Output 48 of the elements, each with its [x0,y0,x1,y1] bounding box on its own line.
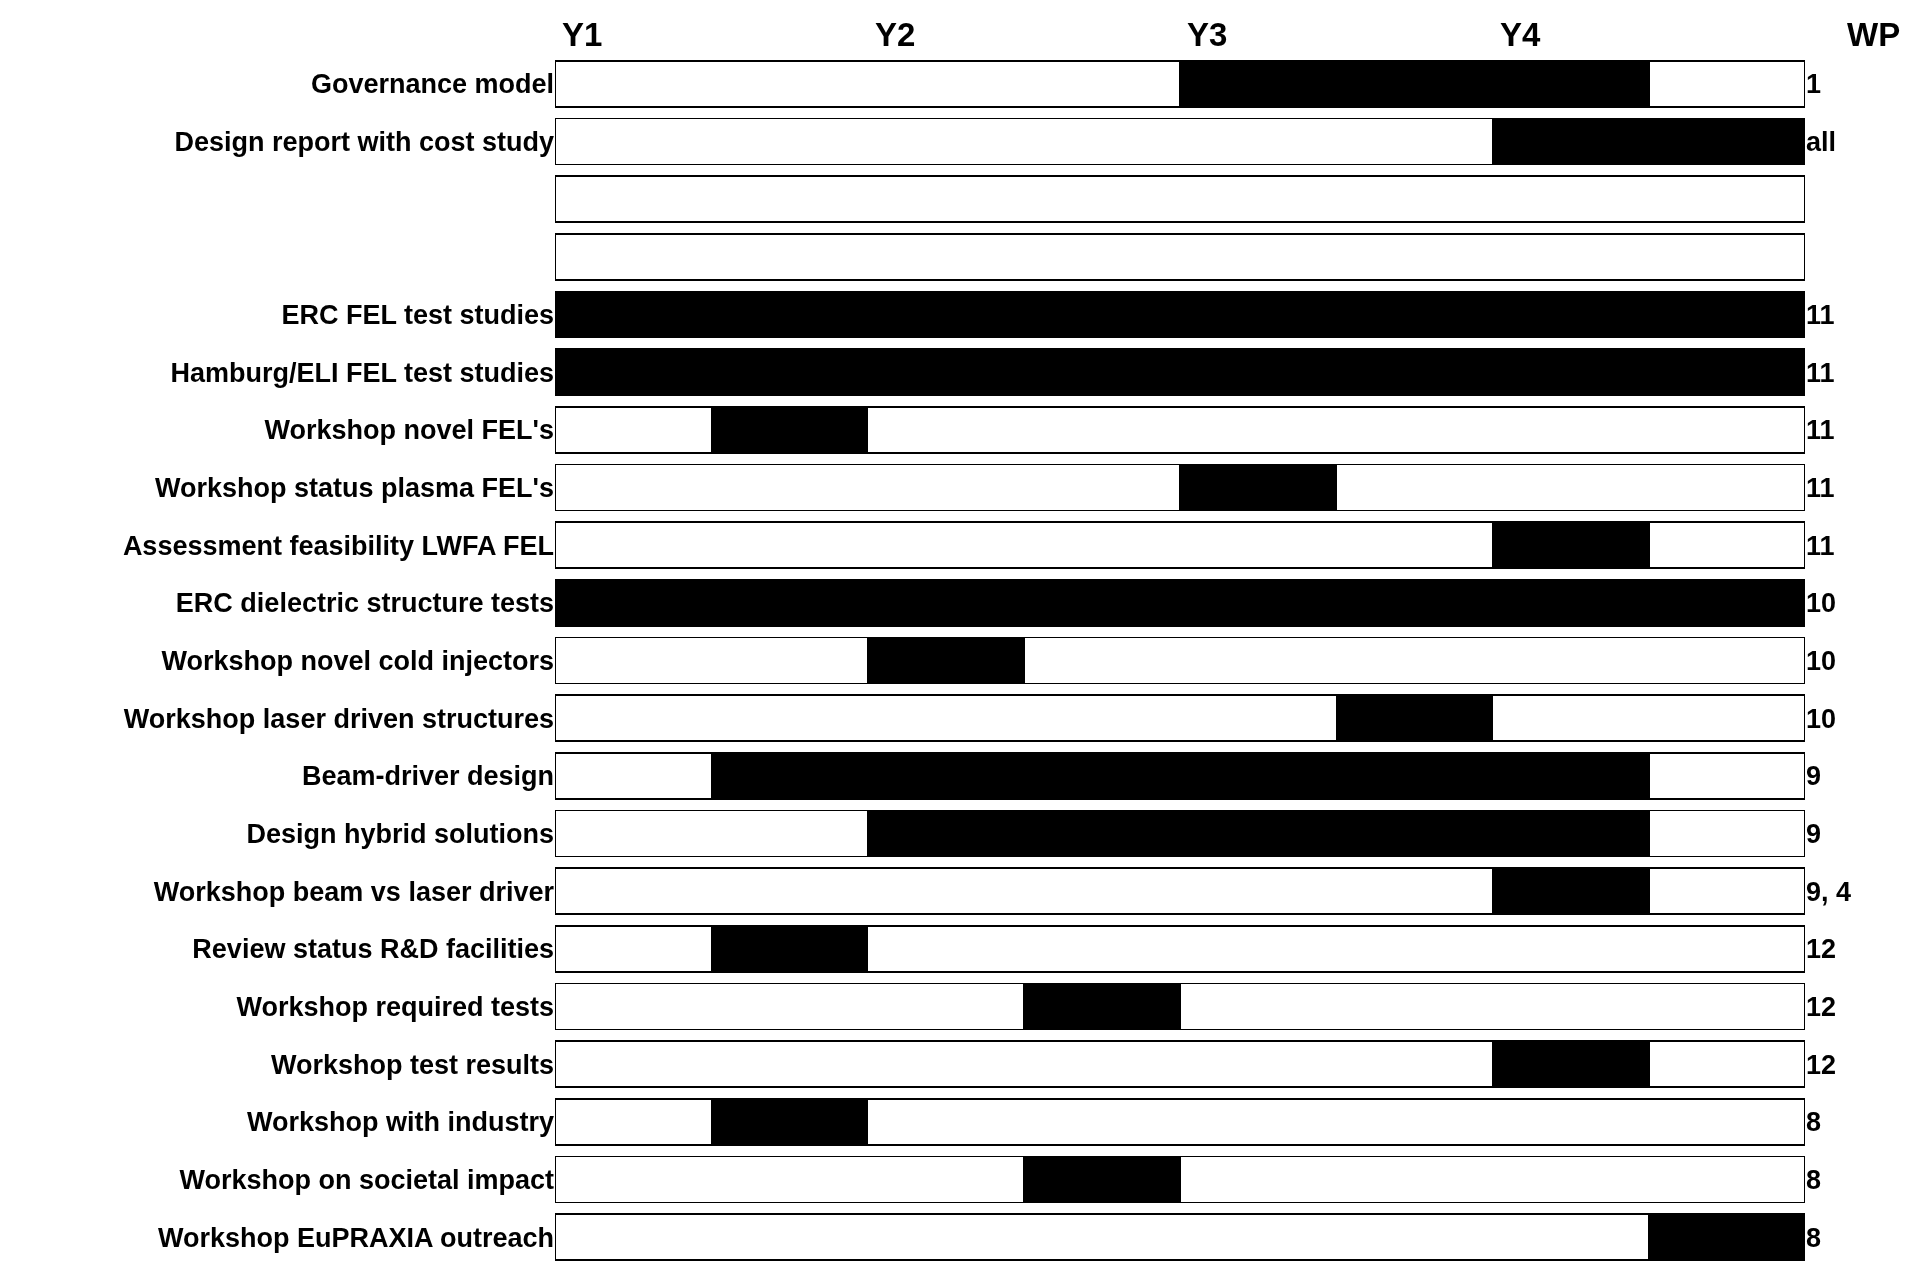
y-tick-label: ERC FEL test studies [281,299,554,330]
y2-tick-label: 9, 4 [1806,876,1852,907]
y-tick-label: Workshop status plasma FEL's [154,472,554,503]
y2-tick-label: 9 [1806,818,1822,849]
y2-tick-label: 12 [1806,1049,1837,1080]
y2-tick-label: 12 [1806,934,1837,965]
y-tick-label: ERC dielectric structure tests [175,588,554,619]
bar [555,579,1805,627]
y2-tick-label: 11 [1806,415,1835,446]
y2-tick-label: all [1806,126,1837,157]
y2-tick-label: 11 [1806,299,1835,330]
y-tick-label: Workshop with industry [246,1107,554,1138]
y2-tick-label: 10 [1806,645,1837,676]
text: Y2 [875,16,916,53]
y2-tick-label: 8 [1806,1164,1822,1195]
y2-tick-label: 11 [1806,357,1835,388]
y-tick-label: Hamburg/ELI FEL test studies [170,357,554,388]
y-tick-label: Workshop laser driven structures [123,703,554,734]
y2-axis-title: WP [1847,16,1901,53]
y2-tick-label: 1 [1806,69,1822,100]
y-tick-label: Workshop EuPRAXIA outreach [157,1222,554,1253]
bar [555,348,1805,396]
y2-tick-label: 10 [1806,703,1837,734]
y2-tick-label: 11 [1806,472,1835,503]
bar [555,290,1805,339]
y-tick-label: Workshop required tests [236,991,554,1022]
y2-tick-label: 11 [1806,530,1835,561]
bar [555,233,1805,281]
y-tick-label: Design hybrid solutions [246,818,554,849]
y-tick-label: Workshop novel cold injectors [161,645,554,676]
y-tick-label: Beam-driver design [301,761,554,792]
text: Y3 [1187,16,1228,53]
y-tick-label: Workshop beam vs laser driver [153,876,555,907]
text: Y4 [1500,16,1542,53]
y-tick-label: Governance model [310,69,554,100]
y-tick-label: Assessment feasibility LWFA FEL [122,530,554,561]
y-tick-label: Workshop test results [270,1049,554,1080]
y2-tick-label: 8 [1806,1107,1822,1138]
bar [555,175,1805,223]
y-tick-label: Workshop on societal impact [179,1164,554,1195]
y-tick-label: Design report with cost study [174,126,554,157]
y-tick-label: Review status R&D facilities [192,934,554,965]
y-tick-label: Workshop novel FEL's [264,415,554,446]
y2-tick-label: 8 [1806,1222,1822,1253]
y2-tick-label: 10 [1806,588,1837,619]
y2-tick-label: 12 [1806,991,1837,1022]
text: Y1 [562,16,603,53]
y2-tick-label: 9 [1806,761,1822,792]
